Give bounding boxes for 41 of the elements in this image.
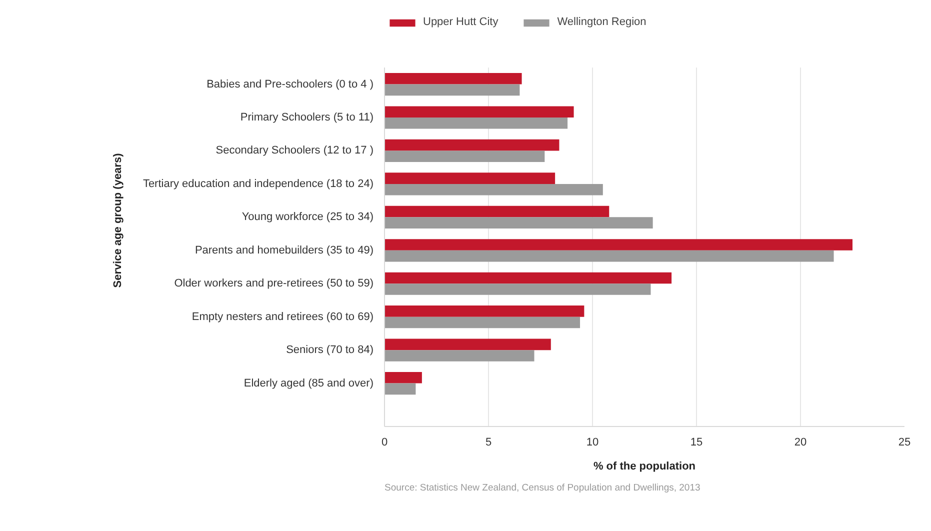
bar bbox=[384, 184, 603, 196]
x-tick-label: 15 bbox=[690, 436, 703, 448]
y-tick-label: Empty nesters and retirees (60 to 69) bbox=[192, 310, 374, 323]
bar bbox=[384, 72, 522, 84]
bar bbox=[384, 150, 545, 162]
bar bbox=[384, 306, 584, 317]
bar bbox=[384, 172, 556, 184]
x-tick-label: 5 bbox=[485, 436, 492, 448]
legend-label: Wellington Region bbox=[557, 16, 646, 28]
bar bbox=[384, 316, 580, 328]
x-axis-title: % of the population bbox=[593, 460, 696, 472]
bar bbox=[384, 250, 834, 262]
y-tick-label: Secondary Schoolers (12 to 17 ) bbox=[216, 144, 374, 157]
y-tick-label: Primary Schoolers (5 to 11) bbox=[240, 112, 374, 124]
y-tick-label: Seniors (70 to 84) bbox=[286, 344, 374, 356]
bar bbox=[384, 139, 560, 151]
x-tick-label: 20 bbox=[794, 436, 807, 448]
bar bbox=[384, 206, 610, 218]
x-tick-label: 0 bbox=[381, 436, 388, 448]
source-note: Source: Statistics New Zealand, Census of Population and Dwellings, 2013 bbox=[384, 482, 700, 494]
bar bbox=[384, 383, 416, 395]
x-tick-label: 10 bbox=[586, 436, 599, 448]
bar bbox=[384, 118, 568, 129]
bar bbox=[384, 338, 551, 350]
x-tick-label: 25 bbox=[898, 436, 911, 448]
y-tick-label: Elderly aged (85 and over) bbox=[244, 377, 374, 390]
y-tick-label: Young workforce (25 to 34) bbox=[242, 211, 374, 224]
legend-label: Upper Hutt City bbox=[423, 16, 498, 28]
bar bbox=[384, 217, 653, 228]
y-tick-label: Parents and homebuilders (35 to 49) bbox=[194, 244, 374, 256]
y-tick-label: Babies and Pre-schoolers (0 to 4 ) bbox=[206, 78, 374, 90]
bar bbox=[384, 84, 520, 96]
y-tick-label: Tertiary education and independence (18 to 24) bbox=[142, 178, 374, 190]
bar bbox=[384, 284, 651, 295]
bar bbox=[384, 106, 574, 118]
bar bbox=[384, 350, 534, 362]
bar bbox=[384, 239, 852, 250]
y-tick-label: Older workers and pre-retirees (50 to 59) bbox=[174, 278, 374, 290]
y-axis-title: Service age group (years) bbox=[112, 152, 124, 288]
bar bbox=[384, 372, 422, 384]
bar bbox=[384, 272, 672, 284]
